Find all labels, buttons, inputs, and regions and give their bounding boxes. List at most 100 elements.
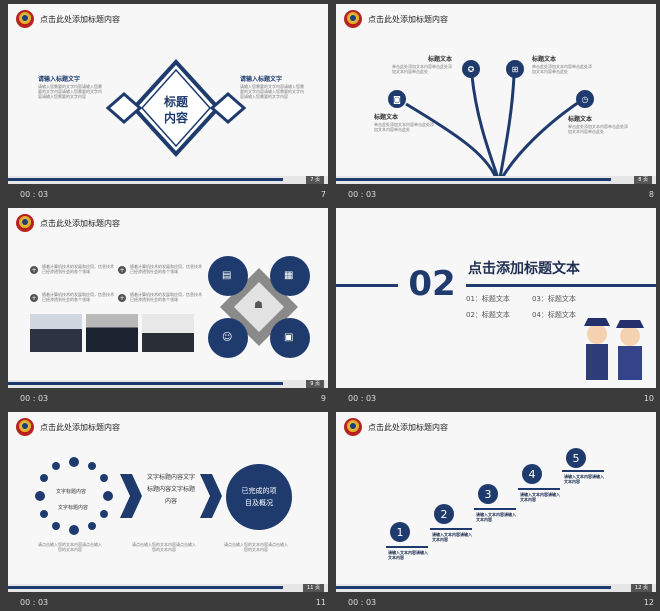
slide-header: 点击此处添加标题内容 <box>8 412 328 440</box>
bottom-text-1: 请点击输入您的文本内容请点击输入您的文本内容 <box>38 542 102 552</box>
step-5-text: 请输入文本内容请输入文本内容 <box>564 474 604 484</box>
label-4: 标题文本 <box>568 116 593 123</box>
bottom-text-3: 请点击输入您的文本内容请点击输入您的文本内容 <box>224 542 288 552</box>
slide-meta-12: 00 : 03 12 <box>336 596 656 610</box>
slide-thumbnail-9[interactable]: 点击此处添加标题内容 + 随着计算机技术的发展和应用，信息技术已经渗透到社会的各… <box>8 208 328 388</box>
slide-meta-8: 00 : 03 8 <box>336 188 656 202</box>
police-photo-2 <box>86 314 138 352</box>
slide-title: 点击此处添加标题内容 <box>40 423 120 432</box>
body-1: 单击此处添加文本内容单击此处添加文本内容单击此处 <box>392 64 452 74</box>
body-3: 单击此处添加文本内容单击此处添加文本内容单击此处 <box>374 122 434 132</box>
step-4-circle: 4 <box>522 464 542 484</box>
slide-header: 点击此处添加标题内容 <box>336 4 656 32</box>
step-3-text: 请输入文本内容请输入文本内容 <box>476 512 516 522</box>
page-label: 9 页 <box>306 380 324 388</box>
slide-timing: 00 : 03 <box>20 598 49 607</box>
documents-icon: ▤ <box>222 270 232 281</box>
toc-item-4: 04：标题文本 <box>532 311 576 319</box>
step-2-underline <box>430 528 472 530</box>
body-2: 单击此处添加文本内容单击此处添加文本内容单击此处 <box>532 64 592 74</box>
step-1-text: 请输入文本内容请输入文本内容 <box>388 550 428 560</box>
dot-ring-graphic <box>35 457 113 535</box>
tree-branches-graphic <box>405 75 583 179</box>
slide-meta-11: 00 : 03 11 <box>8 596 328 610</box>
slide-meta-7: 00 : 03 7 <box>8 188 328 202</box>
slide-timing: 00 : 03 <box>348 190 377 199</box>
slide-timing: 00 : 03 <box>348 394 377 403</box>
page-label: 8 页 <box>634 176 652 184</box>
police-officers-illustration <box>584 318 644 380</box>
diamond-graphic <box>106 59 246 157</box>
step-5-underline <box>562 470 604 472</box>
slide-footer: 12 页 <box>336 584 656 592</box>
police-photo-3 <box>142 314 194 352</box>
slide-number: 11 <box>315 598 326 607</box>
bullet-1: 随着计算机技术的发展和应用，信息技术已经渗透到社会的各个领域 <box>42 264 114 274</box>
slide-timing: 00 : 03 <box>20 394 49 403</box>
slide-header: 点击此处添加标题内容 <box>336 412 656 440</box>
bullet-3: 随着计算机技术的发展和应用，信息技术已经渗透到社会的各个领域 <box>42 292 114 302</box>
police-badge-icon <box>344 418 362 436</box>
label-1: 标题文本 <box>428 56 453 63</box>
slide-timing: 00 : 03 <box>20 190 49 199</box>
toc-item-1: 01：标题文本 <box>466 295 510 303</box>
ring-label-2: 文字标题内容 <box>58 505 89 511</box>
completed-projects-circle: 已完成的项目及概况 <box>226 464 292 530</box>
slide-timing: 00 : 03 <box>348 598 377 607</box>
meeting-icon: ☗ <box>254 300 263 311</box>
completed-projects-text: 已完成的项目及概况 <box>241 487 277 507</box>
profile-icon: ☺ <box>222 332 233 343</box>
section-rule <box>336 284 656 287</box>
slide-footer: 8 页 <box>336 176 656 184</box>
plus-icon: + <box>30 266 38 274</box>
step-4-underline <box>518 488 560 490</box>
toc-item-3: 02：标题文本 <box>466 311 510 319</box>
page-label: 11 页 <box>303 584 324 592</box>
section-heading: 点击添加标题文本 <box>462 258 586 278</box>
cart-icon: ⊞ <box>506 60 524 78</box>
slide-number: 12 <box>643 598 654 607</box>
right-body: 请输入您需要的文字内容请输入您需要的文字内容请输入您需要的文字内容请输入您需要的… <box>240 84 304 99</box>
page-label: 7 页 <box>306 176 324 184</box>
slide-thumbnail-10[interactable]: 02 点击添加标题文本 01：标题文本 03：标题文本 02：标题文本 04：标… <box>336 208 656 388</box>
police-badge-icon <box>16 10 34 28</box>
left-body: 请输入您需要的文字内容请输入您需要的文字内容请输入您需要的文字内容请输入您需要的… <box>38 84 102 99</box>
camera-icon: ◙ <box>388 90 406 108</box>
slide-thumbnail-11[interactable]: 点击此处添加标题内容 文字标题内容 文字标题内容 文字标题内容文字标题内容文字标… <box>8 412 328 592</box>
slide-number: 8 <box>648 190 654 199</box>
slide-header: 点击此处添加标题内容 <box>8 208 328 236</box>
slide-footer: 11 页 <box>8 584 328 592</box>
plus-icon: + <box>118 266 126 274</box>
slide-thumbnail-7[interactable]: 点击此处添加标题内容 请输入标题文字 请输入您需要的文字内容请输入您需要的文字内… <box>8 4 328 184</box>
step-2-circle: 2 <box>434 504 454 524</box>
page-label: 12 页 <box>631 584 652 592</box>
police-badge-icon <box>16 214 34 232</box>
slide-title: 点击此处添加标题内容 <box>40 219 120 228</box>
ring-label-1: 文字标题内容 <box>56 489 87 495</box>
toc-item-2: 03：标题文本 <box>532 295 576 303</box>
slide-title: 点击此处添加标题内容 <box>368 423 448 432</box>
slide-footer: 7 页 <box>8 176 328 184</box>
body-4: 单击此处添加文本内容单击此处添加文本内容单击此处 <box>568 124 628 134</box>
left-heading: 请输入标题文字 <box>38 76 81 83</box>
slide-meta-9: 00 : 03 9 <box>8 392 328 406</box>
slide-thumbnail-12[interactable]: 点击此处添加标题内容 1 请输入文本内容请输入文本内容 2 请输入文本内容请输入… <box>336 412 656 592</box>
slide-thumbnail-8[interactable]: 点击此处添加标题内容 ◙ ✪ ⊞ ◷ 标题文本 标题文本 标题文本 标题文本 单… <box>336 4 656 184</box>
slide-number: 10 <box>643 394 654 403</box>
step-3-underline <box>474 508 516 510</box>
step-1-circle: 1 <box>390 522 410 542</box>
slide-footer: 9 页 <box>8 380 328 388</box>
step-2-text: 请输入文本内容请输入文本内容 <box>432 532 472 542</box>
police-badge-icon <box>16 418 34 436</box>
bullet-4: 随着计算机技术的发展和应用，信息技术已经渗透到社会的各个领域 <box>130 292 202 302</box>
bottom-text-2: 请点击输入您的文本内容请点击输入您的文本内容 <box>132 542 196 552</box>
bullet-2: 随着计算机技术的发展和应用，信息技术已经渗透到社会的各个领域 <box>130 264 202 274</box>
slide-title: 点击此处添加标题内容 <box>368 15 448 24</box>
plus-icon: + <box>118 294 126 302</box>
slide-header: 点击此处添加标题内容 <box>8 4 328 32</box>
plus-icon: + <box>30 294 38 302</box>
clock-icon: ◷ <box>576 90 594 108</box>
right-heading: 请输入标题文字 <box>240 76 283 83</box>
police-photo-1 <box>30 314 82 352</box>
police-badge-icon <box>344 10 362 28</box>
